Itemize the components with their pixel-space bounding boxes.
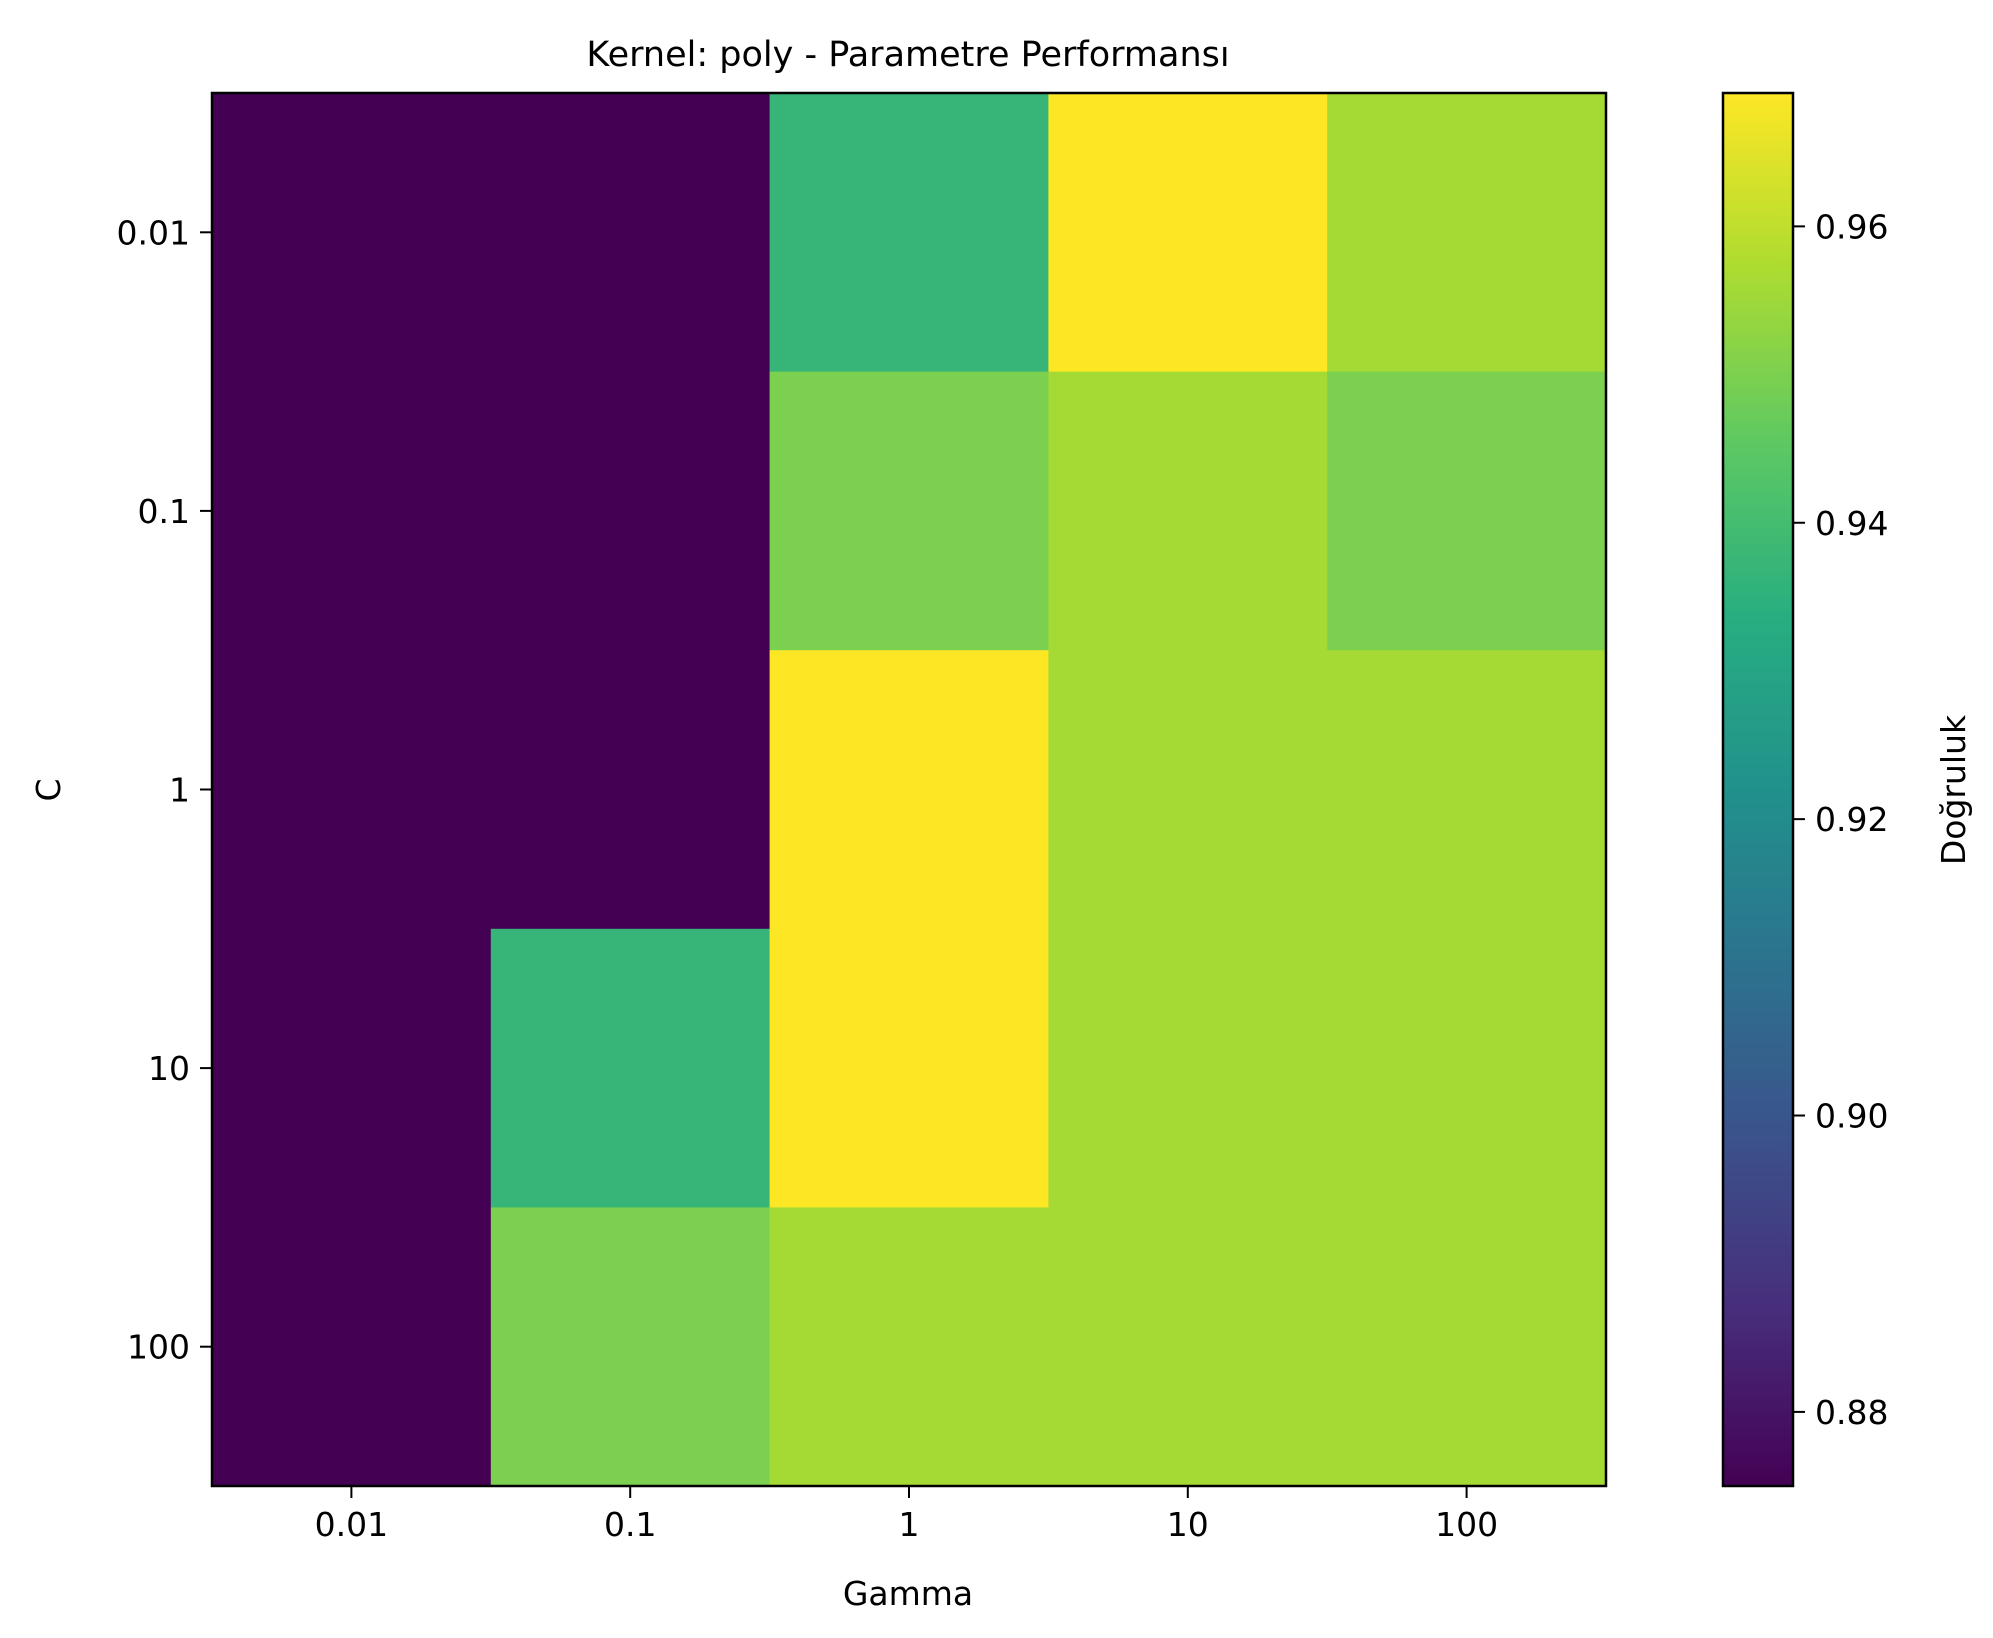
x-axis-ticks: 0.01 0.1 1 10 100 [315, 1486, 1498, 1544]
y-tick-label: 0.01 [117, 213, 190, 252]
heatmap-cell [1327, 650, 1607, 930]
heatmap-cell [490, 650, 771, 930]
colorbar-tick-label: 0.92 [1815, 800, 1888, 839]
x-tick-label: 100 [1435, 1505, 1498, 1544]
colorbar-tick-label: 0.96 [1815, 207, 1888, 246]
colorbar-tick-label: 0.88 [1815, 1393, 1888, 1432]
heatmap-cell [769, 928, 1049, 1208]
x-tick-label: 10 [1167, 1505, 1209, 1544]
y-axis-ticks: 0.01 0.1 1 10 100 [117, 213, 212, 1367]
heatmap-cell [769, 1207, 1049, 1487]
y-tick-label: 100 [127, 1328, 190, 1367]
x-tick-label: 1 [899, 1505, 920, 1544]
y-axis-label: C [29, 778, 68, 801]
heatmap-cell [212, 650, 492, 930]
colorbar-ticks: 0.88 0.90 0.92 0.94 0.96 [1793, 207, 1888, 1432]
y-tick-label: 10 [148, 1049, 190, 1088]
colorbar-tick-label: 0.90 [1815, 1097, 1888, 1136]
heatmap-cell [490, 93, 771, 373]
heatmap-cell [769, 650, 1049, 930]
heatmap-cell [490, 371, 771, 651]
heatmap-cell [1327, 371, 1607, 651]
heatmap-cell [490, 1207, 771, 1487]
heatmap-cell [1327, 928, 1607, 1208]
heatmap-cell [1048, 371, 1328, 651]
chart-title: Kernel: poly - Parametre Performansı [586, 35, 1229, 75]
heatmap-cell [212, 93, 492, 373]
heatmap-cell [212, 1207, 492, 1487]
heatmap-cell [212, 928, 492, 1208]
heatmap-cell [490, 928, 771, 1208]
heatmap-cell [769, 371, 1049, 651]
heatmap-cell [1048, 93, 1328, 373]
colorbar-tick-label: 0.94 [1815, 504, 1888, 543]
heatmap-cell [1048, 1207, 1328, 1487]
x-tick-label: 0.01 [315, 1505, 388, 1544]
heatmap-cells [212, 93, 1607, 1487]
colorbar-label: Doğruluk [1934, 714, 1973, 865]
heatmap-cell [1327, 1207, 1607, 1487]
heatmap-cell [1048, 928, 1328, 1208]
heatmap-cell [769, 93, 1049, 373]
heatmap-cell [1327, 93, 1607, 373]
x-tick-label: 0.1 [604, 1505, 656, 1544]
colorbar [1721, 91, 1795, 1488]
x-axis-label: Gamma [843, 1574, 973, 1613]
y-tick-label: 0.1 [138, 492, 190, 531]
heatmap-cell [212, 371, 492, 651]
y-tick-label: 1 [169, 771, 190, 810]
heatmap-cell [1048, 650, 1328, 930]
